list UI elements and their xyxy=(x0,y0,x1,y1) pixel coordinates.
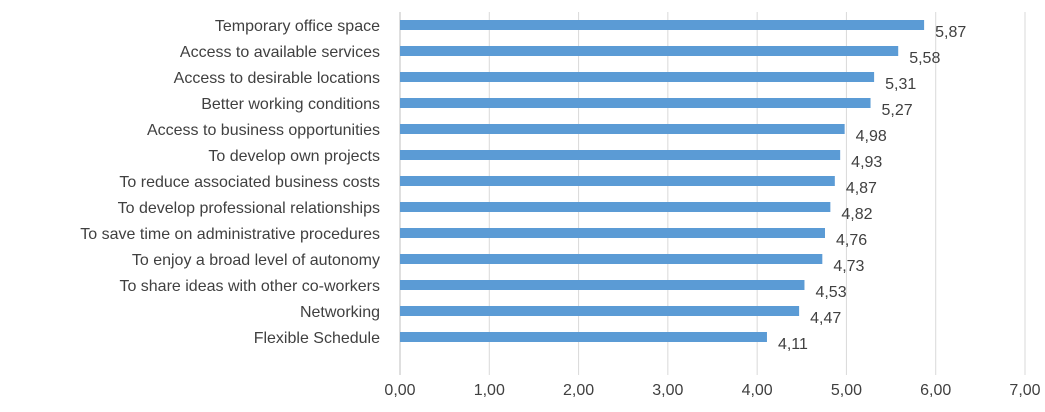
data-label: 4,73 xyxy=(833,258,864,275)
category-label: Networking xyxy=(300,304,380,321)
category-label: To share ideas with other co-workers xyxy=(119,278,380,295)
x-tick-label: 1,00 xyxy=(474,382,505,399)
category-label: To develop own projects xyxy=(208,148,380,165)
category-label: To enjoy a broad level of autonomy xyxy=(132,252,380,269)
data-label: 4,76 xyxy=(836,232,867,249)
data-label: 5,87 xyxy=(935,24,966,41)
data-label: 5,27 xyxy=(882,102,913,119)
category-label: To save time on administrative procedure… xyxy=(80,226,380,243)
bar xyxy=(400,280,805,290)
data-label: 5,31 xyxy=(885,76,916,93)
category-label: Better working conditions xyxy=(201,96,380,113)
data-label: 5,58 xyxy=(909,50,940,67)
category-label: Access to available services xyxy=(180,44,380,61)
category-label: Flexible Schedule xyxy=(254,330,380,347)
data-label: 4,11 xyxy=(778,336,808,353)
category-label: Access to desirable locations xyxy=(174,70,380,87)
category-label: To reduce associated business costs xyxy=(119,174,380,191)
x-tick-label: 0,00 xyxy=(384,382,415,399)
bar xyxy=(400,176,835,186)
category-label: Access to business opportunities xyxy=(147,122,380,139)
bar xyxy=(400,254,823,264)
x-tick-label: 5,00 xyxy=(831,382,862,399)
x-tick-label: 6,00 xyxy=(920,382,951,399)
bar xyxy=(400,150,841,160)
data-label: 4,53 xyxy=(815,284,846,301)
bar xyxy=(400,306,800,316)
bar xyxy=(400,98,871,108)
data-label: 4,98 xyxy=(856,128,887,145)
data-label: 4,87 xyxy=(846,180,877,197)
category-label: To develop professional relationships xyxy=(118,200,380,217)
x-tick-label: 2,00 xyxy=(563,382,594,399)
bar xyxy=(400,72,875,82)
category-label: Temporary office space xyxy=(215,18,380,35)
bar xyxy=(400,20,925,30)
bar xyxy=(400,202,831,212)
data-label: 4,82 xyxy=(841,206,872,223)
x-tick-label: 3,00 xyxy=(652,382,683,399)
data-label: 4,93 xyxy=(851,154,882,171)
bar xyxy=(400,46,899,56)
bar xyxy=(400,332,767,342)
bar xyxy=(400,124,845,134)
x-tick-label: 7,00 xyxy=(1009,382,1040,399)
data-label: 4,47 xyxy=(810,310,841,327)
x-tick-label: 4,00 xyxy=(742,382,773,399)
bar xyxy=(400,228,825,238)
